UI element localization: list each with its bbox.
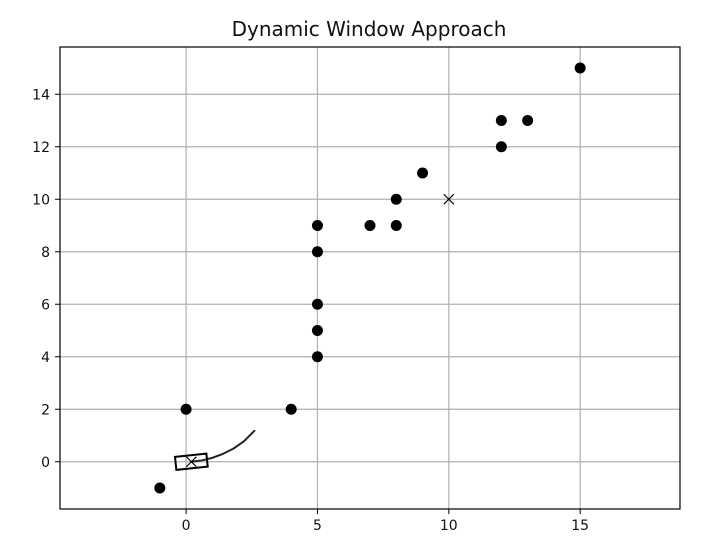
y-tick-label: 0: [41, 455, 50, 471]
obstacle-point: [574, 62, 586, 74]
obstacle-point: [311, 246, 323, 258]
x-tick-label: 10: [440, 518, 458, 534]
points-layer: [154, 62, 586, 494]
y-tick-label: 2: [41, 402, 50, 418]
x-tick-label: 0: [182, 518, 191, 534]
predicted-trajectory-line: [190, 429, 256, 463]
goal-layer: [443, 193, 455, 205]
y-tick-label: 10: [32, 192, 50, 208]
trajectory-layer: [190, 429, 256, 463]
y-tick-label: 4: [41, 350, 50, 366]
robot-footprint: [173, 452, 209, 472]
obstacle-point: [311, 325, 323, 336]
obstacle-point: [180, 403, 192, 415]
tick-layer: 0 5 10 15 0 2 4 6 8 10 12 14: [32, 87, 589, 534]
robot-center-marker: [185, 456, 197, 468]
axes-frame: [59, 46, 681, 510]
obstacle-point: [311, 298, 323, 310]
goal-marker: [443, 193, 455, 205]
y-tick-label: 14: [32, 87, 50, 103]
y-tick-label: 8: [41, 245, 50, 261]
obstacle-point: [390, 193, 402, 205]
robot-layer: [173, 452, 209, 472]
obstacle-point: [154, 482, 166, 494]
obstacle-point: [390, 220, 402, 231]
y-tick-label: 6: [41, 297, 50, 313]
obstacle-point: [522, 115, 534, 126]
obstacle-point: [364, 220, 376, 231]
obstacle-point: [417, 167, 429, 179]
obstacle-point: [311, 220, 323, 231]
y-tick-label: 12: [32, 140, 50, 156]
obstacle-point: [495, 141, 507, 153]
obstacle-point: [311, 351, 323, 363]
x-tick-label: 15: [571, 518, 589, 534]
x-tick-label: 5: [313, 518, 322, 534]
obstacle-point: [495, 115, 507, 126]
chart-title: Dynamic Window Approach: [232, 17, 507, 41]
grid-layer: [60, 47, 680, 509]
obstacle-point: [285, 403, 297, 415]
